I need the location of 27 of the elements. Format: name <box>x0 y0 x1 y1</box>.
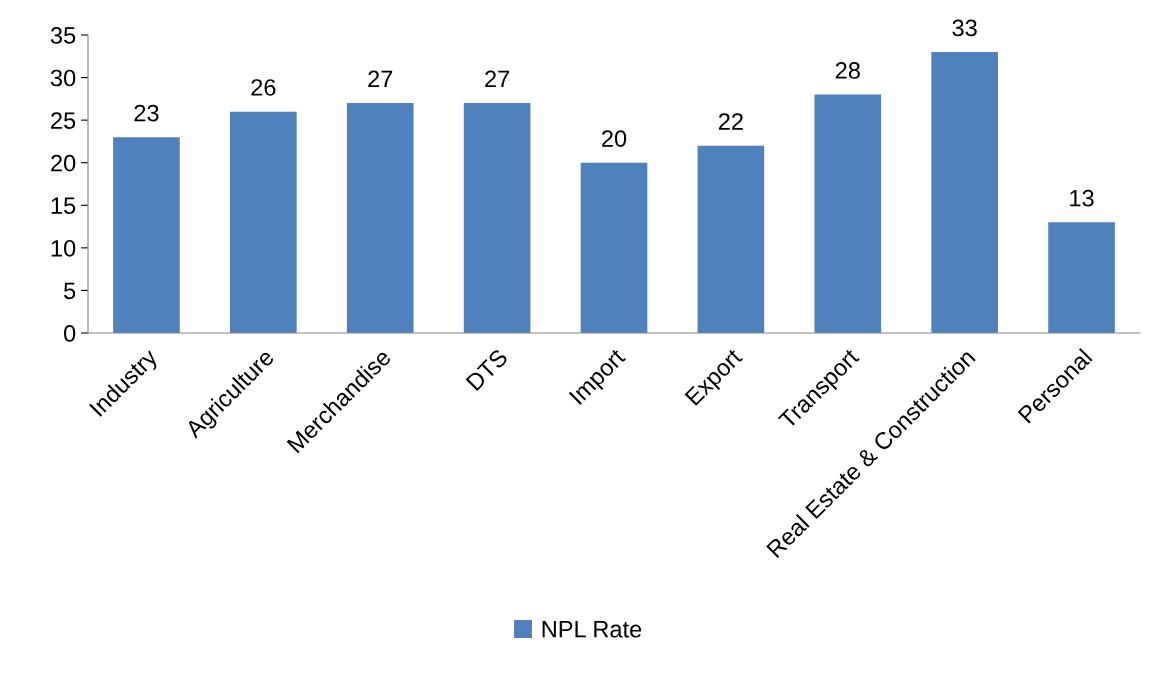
y-tick-label: 10 <box>51 239 76 257</box>
data-label: 20 <box>602 130 627 147</box>
y-tick-label: 5 <box>64 282 76 300</box>
y-tick-label: 25 <box>51 112 76 129</box>
bar <box>580 162 648 333</box>
data-label: 33 <box>952 19 977 37</box>
bar <box>1048 222 1115 333</box>
data-label: 27 <box>368 70 393 88</box>
bar <box>463 103 531 333</box>
bar <box>697 145 765 333</box>
data-label: 27 <box>485 70 510 88</box>
bar <box>346 103 414 333</box>
y-tick-label: 20 <box>51 154 76 172</box>
legend-label: NPL Rate <box>542 621 642 638</box>
y-tick-label: 35 <box>50 27 76 44</box>
bar <box>113 137 180 333</box>
data-label: 26 <box>251 79 276 96</box>
data-label: 13 <box>1070 189 1094 207</box>
y-tick-label: 15 <box>51 197 76 215</box>
y-tick-label: 0 <box>63 325 76 342</box>
bar <box>814 94 882 333</box>
y-tick-label: 30 <box>50 69 76 87</box>
data-label: 28 <box>835 62 860 79</box>
data-label: 22 <box>718 113 743 130</box>
bar <box>931 52 998 333</box>
data-label: 23 <box>134 104 159 122</box>
bar <box>230 111 297 333</box>
